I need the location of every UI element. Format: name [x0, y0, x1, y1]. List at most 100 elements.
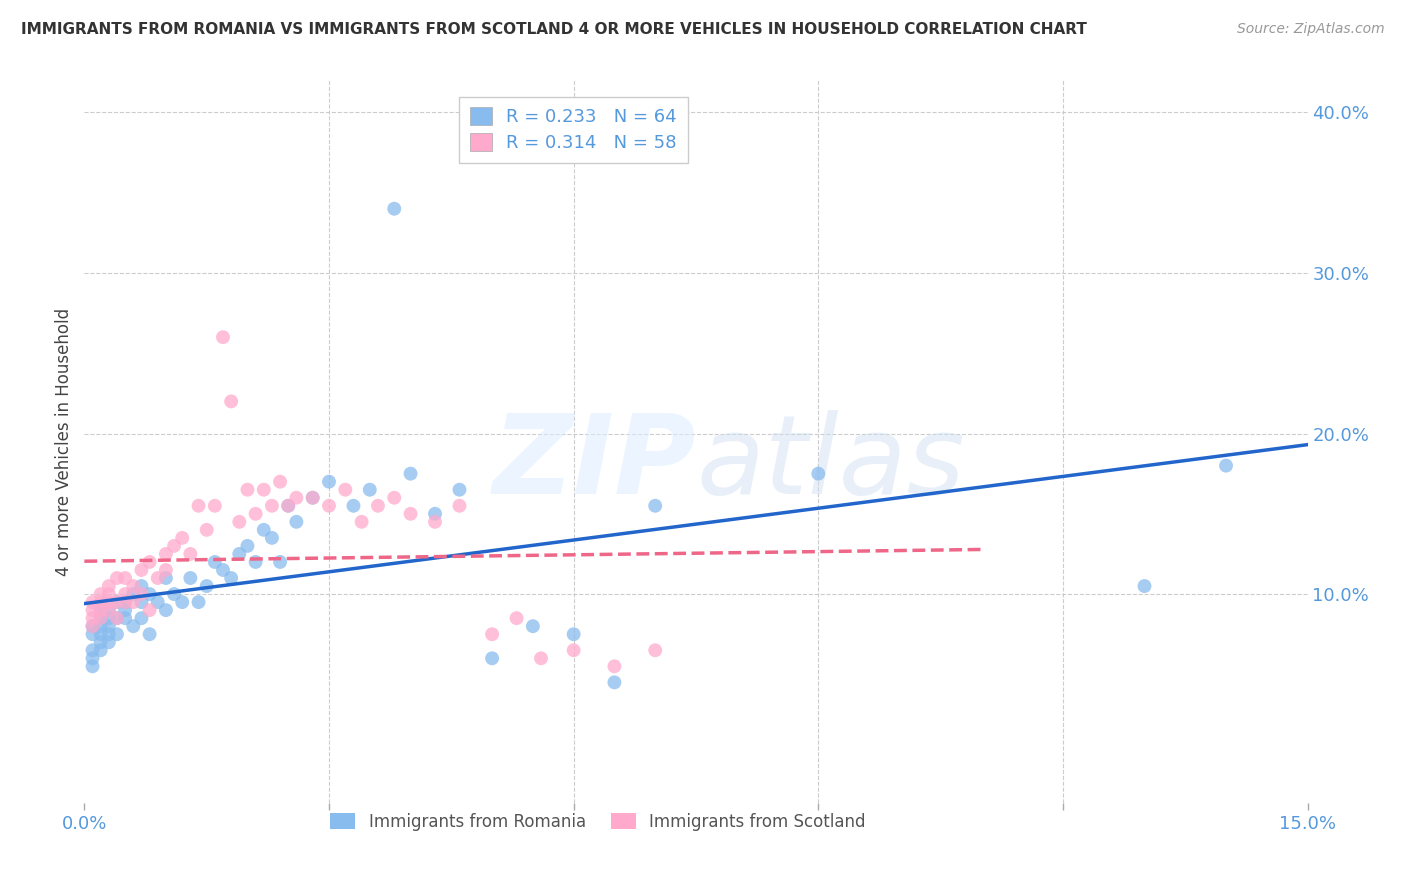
Point: [1133, 579, 1156, 593]
Point: [449, 483, 471, 497]
Point: [212, 330, 235, 344]
Point: [163, 587, 186, 601]
Point: [172, 595, 194, 609]
Point: [105, 571, 128, 585]
Point: [82, 619, 104, 633]
Point: [219, 571, 242, 585]
Point: [97, 595, 120, 609]
Point: [187, 595, 209, 609]
Point: [204, 499, 226, 513]
Point: [399, 507, 422, 521]
Point: [285, 491, 308, 505]
Point: [105, 595, 128, 609]
Point: [245, 507, 267, 521]
Point: [122, 595, 145, 609]
Point: [114, 595, 136, 609]
Point: [236, 539, 259, 553]
Point: [253, 483, 276, 497]
Text: ZIP: ZIP: [492, 409, 696, 516]
Point: [505, 611, 527, 625]
Point: [114, 571, 136, 585]
Point: [90, 635, 112, 649]
Point: [131, 563, 153, 577]
Y-axis label: 4 or more Vehicles in Household: 4 or more Vehicles in Household: [55, 308, 73, 575]
Point: [155, 563, 177, 577]
Point: [105, 627, 128, 641]
Point: [90, 595, 112, 609]
Point: [236, 483, 259, 497]
Point: [155, 547, 177, 561]
Point: [204, 555, 226, 569]
Point: [114, 611, 136, 625]
Point: [342, 499, 364, 513]
Point: [82, 643, 104, 657]
Point: [97, 603, 120, 617]
Point: [260, 531, 283, 545]
Legend: Immigrants from Romania, Immigrants from Scotland: Immigrants from Romania, Immigrants from…: [323, 806, 873, 838]
Point: [90, 611, 112, 625]
Point: [105, 611, 128, 625]
Point: [219, 394, 242, 409]
Point: [114, 587, 136, 601]
Point: [138, 587, 160, 601]
Point: [97, 603, 120, 617]
Point: [301, 491, 323, 505]
Point: [245, 555, 267, 569]
Point: [644, 499, 666, 513]
Point: [82, 627, 104, 641]
Text: IMMIGRANTS FROM ROMANIA VS IMMIGRANTS FROM SCOTLAND 4 OR MORE VEHICLES IN HOUSEH: IMMIGRANTS FROM ROMANIA VS IMMIGRANTS FR…: [21, 22, 1087, 37]
Point: [90, 587, 112, 601]
Point: [82, 619, 104, 633]
Point: [122, 579, 145, 593]
Point: [97, 579, 120, 593]
Point: [97, 587, 120, 601]
Point: [82, 659, 104, 673]
Point: [260, 499, 283, 513]
Point: [603, 675, 626, 690]
Point: [522, 619, 544, 633]
Point: [122, 619, 145, 633]
Point: [131, 595, 153, 609]
Point: [195, 523, 218, 537]
Point: [399, 467, 422, 481]
Point: [179, 547, 201, 561]
Point: [138, 555, 160, 569]
Point: [481, 651, 503, 665]
Point: [155, 571, 177, 585]
Point: [367, 499, 389, 513]
Point: [449, 499, 471, 513]
Point: [285, 515, 308, 529]
Point: [90, 603, 112, 617]
Point: [122, 587, 145, 601]
Point: [82, 603, 104, 617]
Point: [318, 499, 340, 513]
Point: [195, 579, 218, 593]
Point: [277, 499, 299, 513]
Point: [97, 627, 120, 641]
Point: [82, 651, 104, 665]
Point: [82, 595, 104, 609]
Text: Source: ZipAtlas.com: Source: ZipAtlas.com: [1237, 22, 1385, 37]
Point: [301, 491, 323, 505]
Point: [138, 627, 160, 641]
Point: [382, 491, 405, 505]
Point: [350, 515, 373, 529]
Point: [155, 603, 177, 617]
Point: [90, 603, 112, 617]
Text: atlas: atlas: [696, 409, 965, 516]
Point: [423, 507, 446, 521]
Point: [105, 595, 128, 609]
Point: [562, 643, 585, 657]
Point: [131, 579, 153, 593]
Point: [146, 571, 169, 585]
Point: [187, 499, 209, 513]
Point: [114, 603, 136, 617]
Point: [253, 523, 276, 537]
Point: [277, 499, 299, 513]
Point: [228, 547, 250, 561]
Point: [1215, 458, 1237, 473]
Point: [90, 611, 112, 625]
Point: [269, 475, 291, 489]
Point: [82, 611, 104, 625]
Point: [382, 202, 405, 216]
